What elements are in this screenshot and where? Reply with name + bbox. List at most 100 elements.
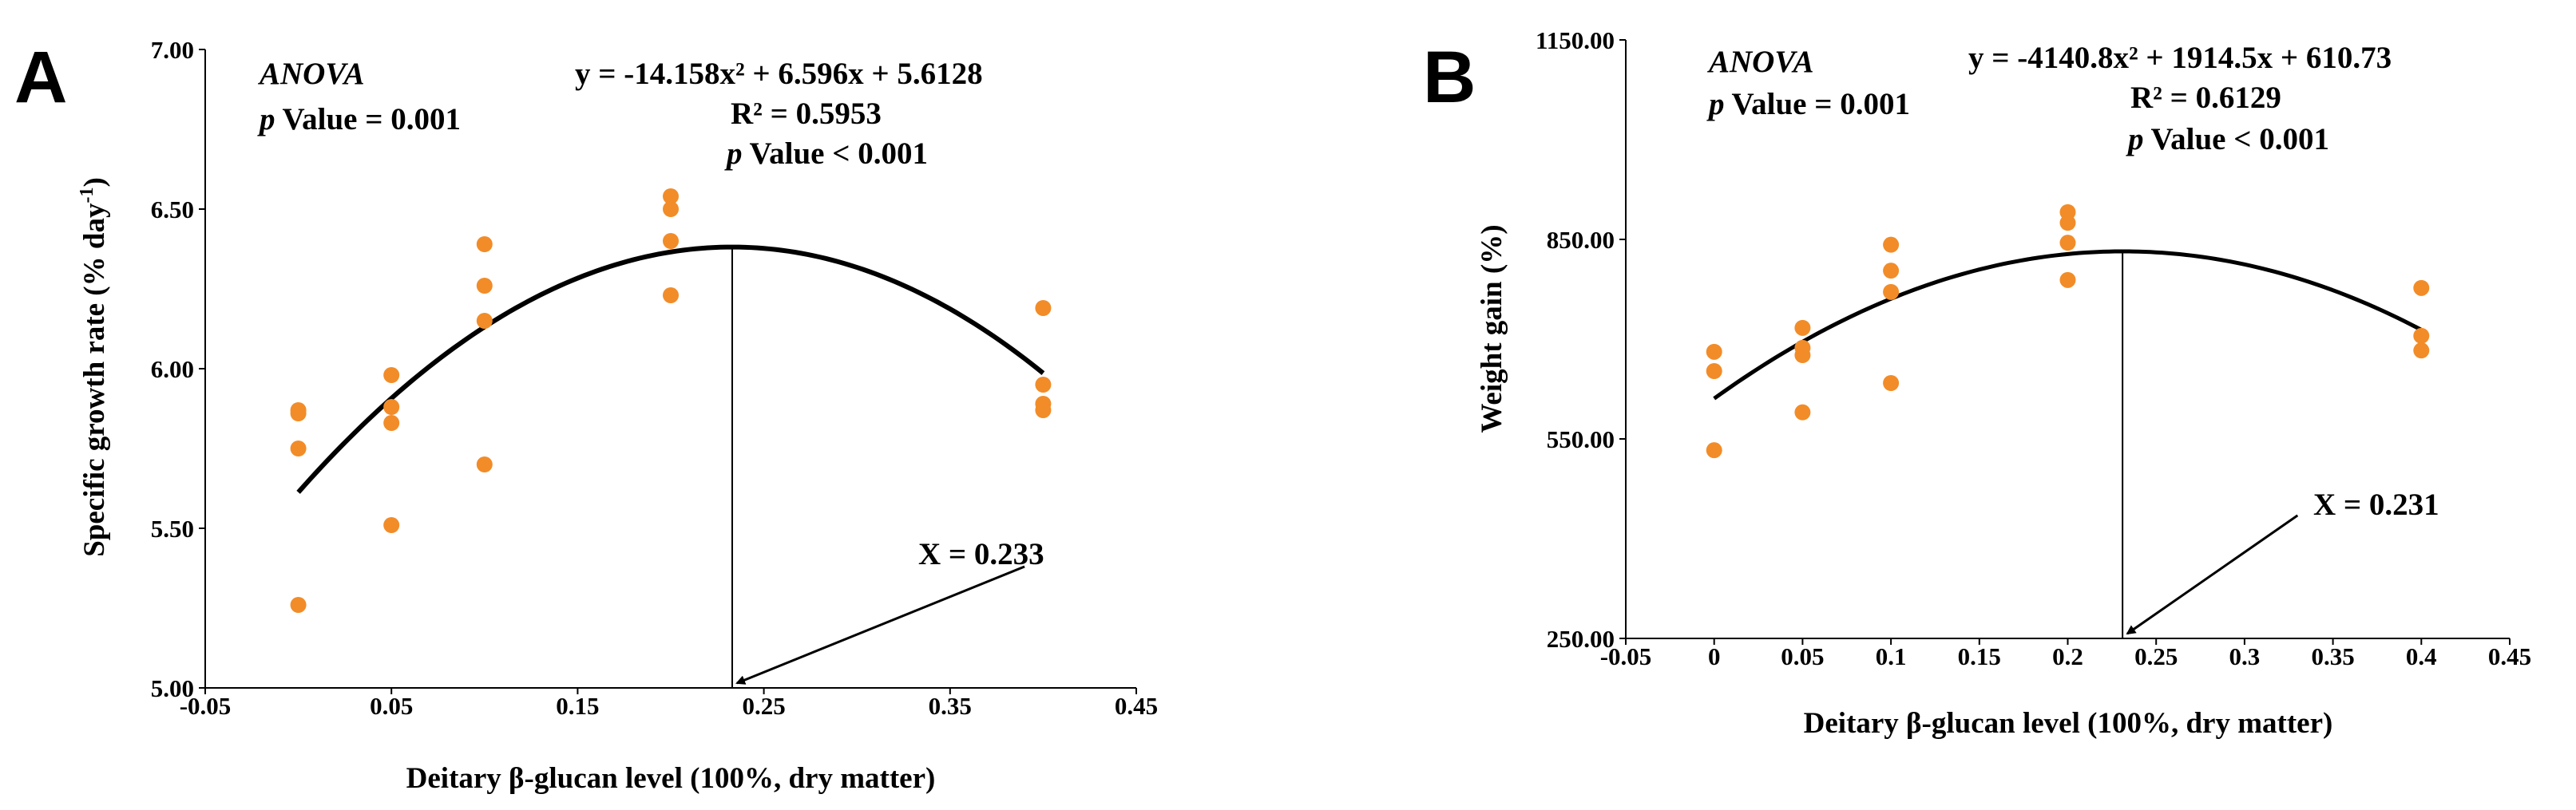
panel-b-data-point bbox=[1706, 442, 1722, 459]
panel-b-data-point bbox=[2413, 342, 2430, 359]
panel-b-plot: 250.00 550.00 850.00 1150.00 -0.05 0 0.05 0.1 0.… bbox=[1536, 26, 2531, 670]
panel-b-x-tick-label: 0.35 bbox=[2311, 642, 2354, 670]
panel-a-data-point bbox=[663, 287, 679, 303]
panel-a-y-tick-label: 7.00 bbox=[151, 36, 194, 64]
panel-a-anova-label: ANOVA bbox=[257, 57, 364, 91]
panel-a-x-axis-title: Deitary β-glucan level (100%, dry matter… bbox=[406, 762, 936, 795]
panel-a-data-point bbox=[1035, 300, 1052, 316]
panel-b-x-tick-label: 0.15 bbox=[1958, 642, 2001, 670]
panel-a-anova-p: p Value = 0.001 bbox=[257, 102, 461, 136]
panel-b-x-tick-label: 0.2 bbox=[2052, 642, 2083, 670]
panel-b-x-tick-label: 0.05 bbox=[1781, 642, 1824, 670]
panel-a-plot: 5.00 5.50 6.00 6.50 7.00 -0.05 0.05 0.15 0.25 0.3… bbox=[151, 36, 1158, 720]
panel-b-x-tick-label: 0.1 bbox=[1876, 642, 1907, 670]
panel-a-anova-p-prefix: p bbox=[257, 102, 275, 136]
panel-b-x-tick-label: 0.4 bbox=[2406, 642, 2437, 670]
panel-a-x-tick-label: 0.05 bbox=[370, 692, 413, 720]
panel-b-letter: B bbox=[1423, 37, 1476, 118]
panel-a: A 5.00 5.50 6.00 6.50 7.00 -0.05 0.05 0.15 0.25 0… bbox=[14, 36, 1158, 795]
panel-b-data-point bbox=[1706, 343, 1722, 360]
panel-b-points bbox=[1706, 203, 2430, 459]
panel-a-data-point bbox=[663, 233, 679, 249]
panel-a-data-point bbox=[383, 367, 400, 383]
panel-a-data-point bbox=[290, 597, 307, 613]
panel-b-x-tick-label: -0.05 bbox=[1600, 642, 1652, 670]
panel-b-y-tick-label: 250.00 bbox=[1547, 625, 1615, 653]
panel-b-y-tick-label: 1150.00 bbox=[1536, 26, 1615, 54]
panel-a-x-tick-label: 0.45 bbox=[1115, 692, 1158, 720]
panel-b-y-tick-label: 850.00 bbox=[1547, 226, 1615, 254]
panel-a-y-tick-label: 6.50 bbox=[151, 196, 194, 223]
panel-b-data-point bbox=[1706, 363, 1722, 379]
panel-a-x-tick-label: -0.05 bbox=[180, 692, 232, 720]
panel-a-x-tick-label: 0.15 bbox=[556, 692, 599, 720]
panel-b-y-tick-label: 550.00 bbox=[1547, 425, 1615, 453]
panel-a-data-point bbox=[476, 278, 493, 294]
panel-b-fit-p-prefix: p bbox=[2126, 122, 2144, 156]
panel-a-ticks: 5.00 5.50 6.00 6.50 7.00 -0.05 0.05 0.15 0.25 0.3… bbox=[151, 36, 1158, 720]
panel-b-fit-curve bbox=[1713, 249, 2423, 401]
panel-b-data-point bbox=[2059, 271, 2076, 288]
panel-a-data-point bbox=[383, 415, 400, 431]
panel-a-y-axis-title-close: ) bbox=[78, 177, 111, 187]
panel-b-data-point bbox=[2059, 215, 2076, 231]
panel-a-letter: A bbox=[14, 37, 67, 118]
panel-b-data-point bbox=[1794, 347, 1811, 363]
panel-b-y-axis-title: Weight gain (%) bbox=[1476, 224, 1508, 433]
panel-a-fit-p: p Value < 0.001 bbox=[724, 136, 928, 171]
panel-a-data-point bbox=[663, 201, 679, 217]
panel-a-optimum-arrow bbox=[735, 565, 1025, 685]
panel-a-data-point bbox=[476, 313, 493, 329]
panel-a-equation: y = -14.158x² + 6.596x + 5.6128 bbox=[575, 57, 983, 91]
panel-a-fit-curve bbox=[296, 244, 1045, 494]
panel-a-y-tick-label: 6.00 bbox=[151, 355, 194, 383]
panel-b-data-point bbox=[2413, 279, 2430, 296]
panel-a-points bbox=[290, 188, 1052, 613]
panel-b: B 250.00 550.00 850.00 1150.00 -0.05 0 0.05 0.1… bbox=[1423, 26, 2531, 740]
panel-a-y-tick-label: 5.50 bbox=[151, 515, 194, 543]
panel-b-data-point bbox=[2413, 327, 2430, 344]
panel-b-data-point bbox=[2059, 235, 2076, 251]
panel-b-r2: R² = 0.6129 bbox=[2130, 81, 2281, 115]
panel-a-data-point bbox=[1035, 402, 1052, 418]
panel-a-data-point bbox=[476, 236, 493, 252]
panel-a-r2: R² = 0.5953 bbox=[731, 97, 882, 131]
panel-b-x-axis-title: Deitary β-glucan level (100%, dry matter… bbox=[1804, 707, 2333, 740]
panel-b-data-point bbox=[1883, 236, 1900, 253]
panel-b-fit-p: p Value < 0.001 bbox=[2126, 122, 2329, 156]
panel-b-optimum-label: X = 0.231 bbox=[2313, 488, 2439, 522]
panel-a-data-point bbox=[663, 188, 679, 204]
panel-a-data-point bbox=[1035, 377, 1052, 393]
panel-a-data-point bbox=[383, 399, 400, 415]
panel-b-anova-label: ANOVA bbox=[1706, 45, 1813, 79]
panel-a-x-tick-label: 0.25 bbox=[742, 692, 785, 720]
panel-b-fit-p-value: Value < 0.001 bbox=[2144, 122, 2329, 156]
panel-b-data-point bbox=[1883, 263, 1900, 279]
panel-b-data-point bbox=[1794, 319, 1811, 336]
panel-a-y-axis-title: Specific growth rate (% day-1) bbox=[77, 177, 111, 557]
panel-a-data-point bbox=[290, 405, 307, 421]
panel-a-data-point bbox=[476, 456, 493, 472]
panel-b-ticks: 250.00 550.00 850.00 1150.00 -0.05 0 0.05 0.1 0.… bbox=[1536, 26, 2531, 670]
panel-a-x-tick-label: 0.35 bbox=[929, 692, 972, 720]
panel-a-y-tick-label: 5.00 bbox=[151, 674, 194, 702]
panel-b-data-point bbox=[1883, 283, 1900, 300]
panel-b-anova-p: p Value = 0.001 bbox=[1706, 87, 1910, 121]
panel-a-y-axis-title-sup: -1 bbox=[77, 188, 97, 203]
panel-a-optimum-label: X = 0.233 bbox=[918, 537, 1044, 571]
panel-a-fit-p-value: Value < 0.001 bbox=[743, 136, 928, 171]
panel-a-data-point bbox=[290, 441, 307, 456]
panel-a-data-point bbox=[383, 517, 400, 533]
panel-b-x-tick-label: 0.3 bbox=[2229, 642, 2261, 670]
panel-b-x-tick-label: 0.25 bbox=[2134, 642, 2178, 670]
panel-b-optimum-arrow bbox=[2126, 514, 2299, 635]
panel-a-y-axis-title-main: Specific growth rate (% day bbox=[78, 203, 111, 557]
panel-b-data-point bbox=[1883, 375, 1900, 391]
panel-b-anova-p-value: Value = 0.001 bbox=[1725, 87, 1910, 121]
panel-b-equation: y = -4140.8x² + 1914.5x + 610.73 bbox=[1968, 41, 2392, 75]
panel-a-anova-p-value: Value = 0.001 bbox=[275, 102, 461, 136]
panel-b-x-tick-label: 0.45 bbox=[2488, 642, 2531, 670]
panel-a-fit-p-prefix: p bbox=[724, 136, 743, 171]
panel-b-x-tick-label: 0 bbox=[1708, 642, 1721, 670]
